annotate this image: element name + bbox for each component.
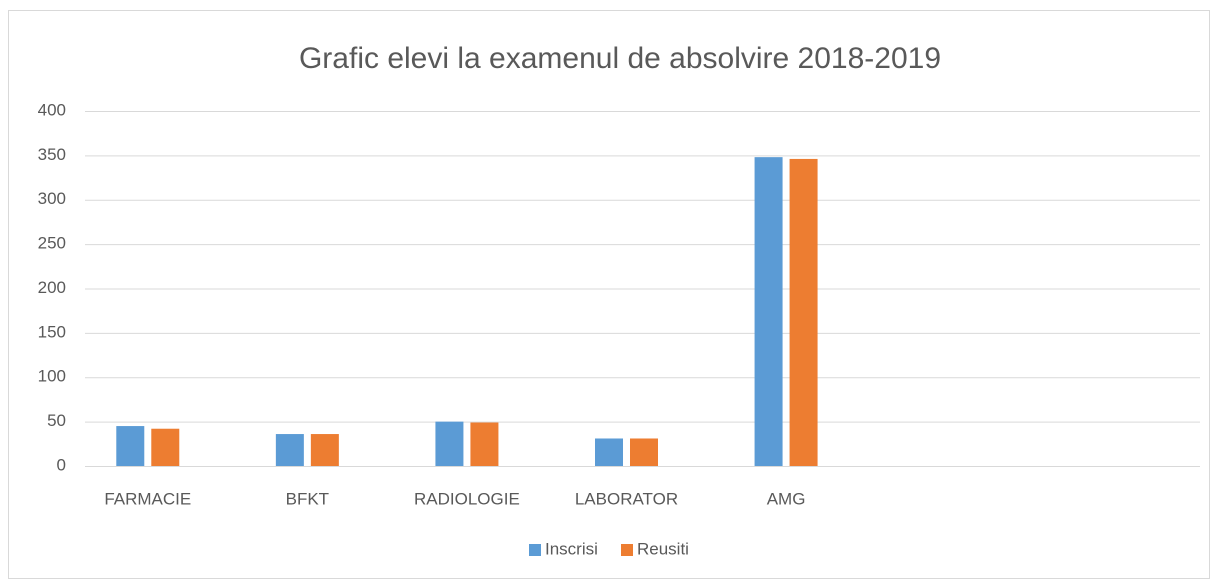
y-tick-label: 300 [38, 189, 66, 208]
x-tick-label: LABORATOR [575, 489, 678, 508]
x-tick-label: AMG [767, 489, 806, 508]
x-tick-label: BFKT [286, 489, 329, 508]
x-tick-label: FARMACIE [104, 489, 191, 508]
y-tick-label: 150 [38, 322, 66, 341]
chart-border [8, 10, 1210, 579]
legend-swatch [529, 544, 541, 556]
bar [151, 428, 180, 466]
y-tick-label: 50 [47, 411, 66, 430]
bar [630, 438, 658, 466]
bar [435, 421, 464, 466]
y-tick-label: 0 [57, 455, 66, 474]
y-tick-label: 250 [38, 234, 66, 253]
bar [789, 158, 818, 467]
bar [595, 438, 623, 466]
y-tick-label: 350 [38, 145, 66, 164]
legend-label: Reusiti [637, 539, 689, 558]
bar [116, 426, 145, 466]
x-tick-label: RADIOLOGIE [414, 489, 520, 508]
y-tick-label: 200 [38, 278, 66, 297]
legend-swatch [621, 544, 633, 556]
bar [310, 434, 339, 466]
bar [470, 422, 499, 466]
legend-label: Inscrisi [545, 539, 598, 558]
bar [275, 434, 304, 466]
bar [754, 157, 783, 466]
y-tick-label: 100 [38, 367, 66, 386]
chart-title: Grafic elevi la examenul de absolvire 20… [299, 42, 941, 75]
y-tick-label: 400 [38, 100, 66, 119]
